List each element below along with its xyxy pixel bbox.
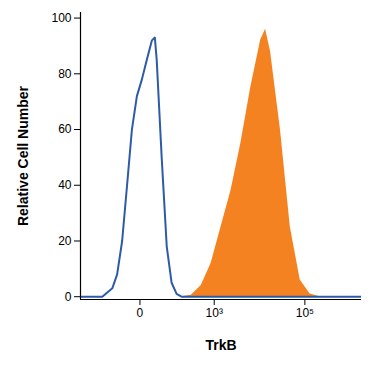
svg-text:Relative Cell Number: Relative Cell Number (15, 85, 31, 226)
svg-text:60: 60 (58, 122, 72, 136)
svg-text:20: 20 (58, 234, 72, 248)
svg-text:0: 0 (137, 306, 144, 320)
svg-text:100: 100 (51, 11, 71, 25)
svg-text:TrkB: TrkB (205, 337, 236, 353)
svg-text:10⁵: 10⁵ (296, 306, 314, 320)
svg-text:40: 40 (58, 178, 72, 192)
svg-text:80: 80 (58, 67, 72, 81)
svg-text:0: 0 (65, 290, 72, 304)
svg-text:10³: 10³ (206, 306, 223, 320)
